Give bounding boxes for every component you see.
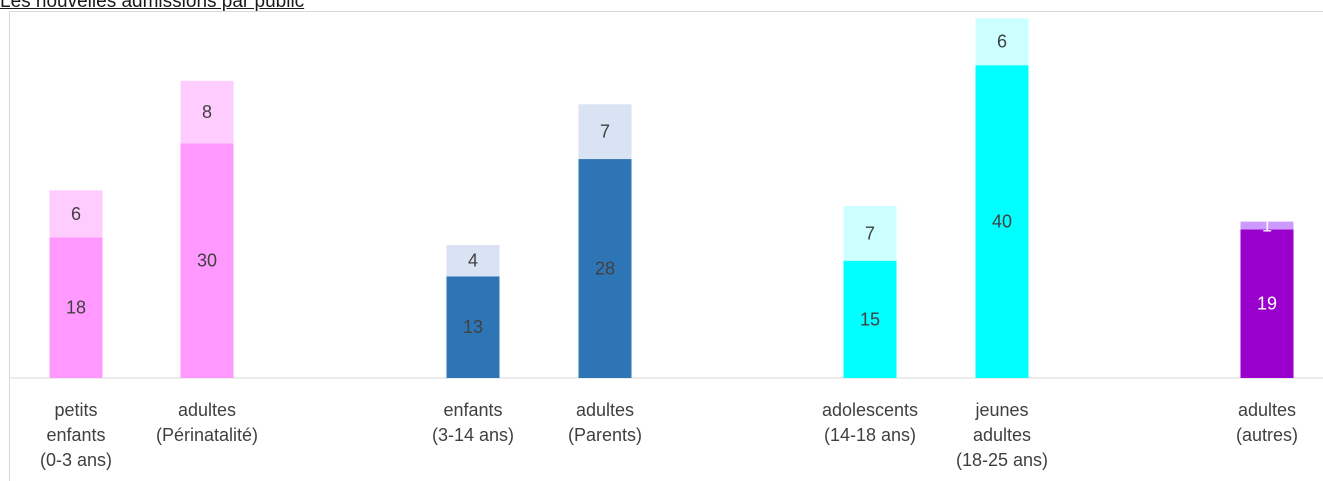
data-label-base: 19 (1257, 294, 1277, 314)
bar-segment-top (1240, 221, 1294, 230)
data-label-top: 7 (865, 223, 875, 243)
data-label-top: 1 (1262, 216, 1272, 236)
data-label-base: 18 (66, 298, 86, 318)
bar-segment-top (975, 18, 1029, 66)
bar-segment-base (843, 260, 897, 378)
data-label-base: 13 (463, 317, 483, 337)
data-label-top: 6 (71, 204, 81, 224)
bar-segment-top (180, 80, 234, 144)
bar-segment-top (843, 205, 897, 261)
data-label-top: 7 (600, 122, 610, 142)
bar-segment-base (578, 159, 632, 378)
bar-segment-base (446, 276, 500, 378)
x-axis-category-label: adultes (Périnatalité) (155, 400, 259, 445)
data-label-top: 6 (997, 32, 1007, 52)
data-label-base: 40 (992, 212, 1012, 232)
data-label-base: 30 (197, 251, 217, 271)
bar-segment-top (49, 190, 103, 238)
bar-segment-base (975, 65, 1029, 378)
x-axis-category-label: enfants (3-14 ans) (431, 400, 515, 445)
x-axis-category-label: petits enfants (0-3 ans) (39, 400, 113, 470)
chart-title: Les nouvelles admissions par public (0, 0, 305, 12)
data-label-base: 28 (595, 259, 615, 279)
bar-segment-base (49, 237, 103, 378)
data-label-base: 15 (860, 309, 880, 329)
data-label-top: 4 (468, 251, 478, 271)
bar-segment-base (1240, 229, 1294, 378)
chart-frame-left (9, 11, 10, 481)
chart-frame-top (9, 11, 1323, 12)
data-label-top: 8 (202, 102, 212, 122)
bar-segment-base (180, 143, 234, 378)
bar-segment-top (446, 245, 500, 277)
x-axis-category-label: adultes (Parents) (567, 400, 643, 445)
x-axis-category-label: adultes (autres) (1235, 400, 1298, 445)
bar-segment-top (578, 104, 632, 160)
x-axis-category-label: jeunes adultes (18-25 ans) (955, 400, 1049, 470)
x-axis-category-label: adolescents (14-18 ans) (821, 400, 919, 445)
